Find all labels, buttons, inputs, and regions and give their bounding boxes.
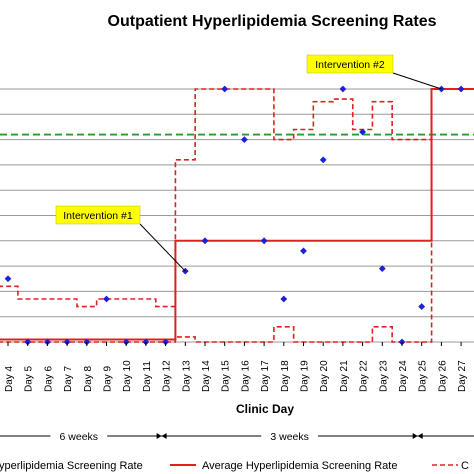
- x-tick-label: Day 23: [378, 360, 389, 392]
- phase-arrowhead: [161, 433, 167, 439]
- x-tick-label: Day 14: [201, 360, 212, 392]
- x-tick-label: Day 18: [280, 360, 291, 392]
- x-tick-label: Day 9: [103, 365, 114, 392]
- intervention-annotations: Intervention #1 Intervention #2: [55, 54, 442, 272]
- x-tick-label: Day 21: [339, 360, 350, 392]
- data-point: [4, 275, 12, 283]
- x-tick-label: Day 6: [43, 365, 54, 392]
- data-point: [359, 128, 366, 136]
- data-point: [103, 295, 110, 303]
- data-point: [221, 85, 229, 93]
- phase-arrowhead: [156, 433, 162, 439]
- x-tick-label: Day 15: [221, 360, 232, 392]
- data-point: [457, 85, 465, 93]
- x-tick-label: Day 27: [457, 360, 468, 392]
- annotation-leader: [392, 72, 442, 90]
- x-tick-label: Day 12: [162, 360, 173, 392]
- phase-label: 3 weeks: [270, 431, 309, 443]
- x-tick-label: Day 22: [359, 360, 370, 392]
- x-tick-label: Day 20: [319, 360, 330, 392]
- x-tick-labels: Day 4 Day 5 Day 6 Day 7 Day 8 Day 9 Day 10 Day …: [4, 342, 468, 392]
- x-tick-label: Day 16: [240, 360, 251, 392]
- average-line: [0, 88, 474, 341]
- legend-label: yperlipidemia Screening Rate: [0, 460, 143, 472]
- annotation-box: [306, 54, 394, 74]
- data-point: [339, 85, 347, 93]
- series-lines: [0, 88, 474, 341]
- x-tick-label: Day 25: [418, 360, 429, 392]
- annotation-label: Intervention #1: [63, 210, 133, 222]
- data-point: [378, 265, 386, 273]
- legend-label: C: [461, 460, 469, 472]
- x-tick-label: Day 5: [24, 365, 35, 392]
- control-limits: [0, 88, 474, 343]
- x-tick-label: Day 24: [398, 360, 409, 392]
- data-point: [300, 247, 307, 255]
- phase-label: 6 weeks: [60, 431, 99, 443]
- phase-arrowhead: [412, 433, 418, 439]
- legend: yperlipidemia Screening Rate Average Hype…: [0, 460, 469, 472]
- data-point: [260, 237, 268, 245]
- annotation-label: Intervention #2: [315, 59, 385, 71]
- x-tick-label: Day 7: [63, 365, 74, 392]
- x-tick-label: Day 13: [181, 360, 192, 392]
- x-tick-label: Day 17: [260, 360, 271, 392]
- x-tick-label: Day 4: [4, 365, 15, 392]
- lower-control-limit: [0, 88, 474, 343]
- data-point: [201, 237, 209, 245]
- data-point: [241, 136, 248, 143]
- x-axis-label: Clinic Day: [236, 402, 294, 416]
- data-point: [418, 303, 426, 310]
- chart-title: Outpatient Hyperlipidemia Screening Rate…: [108, 13, 437, 30]
- legend-label: Average Hyperlipidemia Screening Rate: [202, 460, 397, 472]
- x-tick-label: Day 19: [300, 360, 311, 392]
- x-tick-label: Day 11: [142, 361, 153, 392]
- annotation-box: [55, 205, 141, 225]
- upper-control-limit: [0, 88, 474, 308]
- x-tick-label: Day 26: [437, 360, 448, 392]
- x-tick-label: Day 10: [122, 360, 133, 392]
- data-point: [280, 295, 288, 303]
- x-tick-label: Day 8: [83, 365, 94, 392]
- data-point: [319, 156, 327, 164]
- phase-arrowhead: [417, 433, 423, 439]
- annotation-leader: [139, 223, 186, 272]
